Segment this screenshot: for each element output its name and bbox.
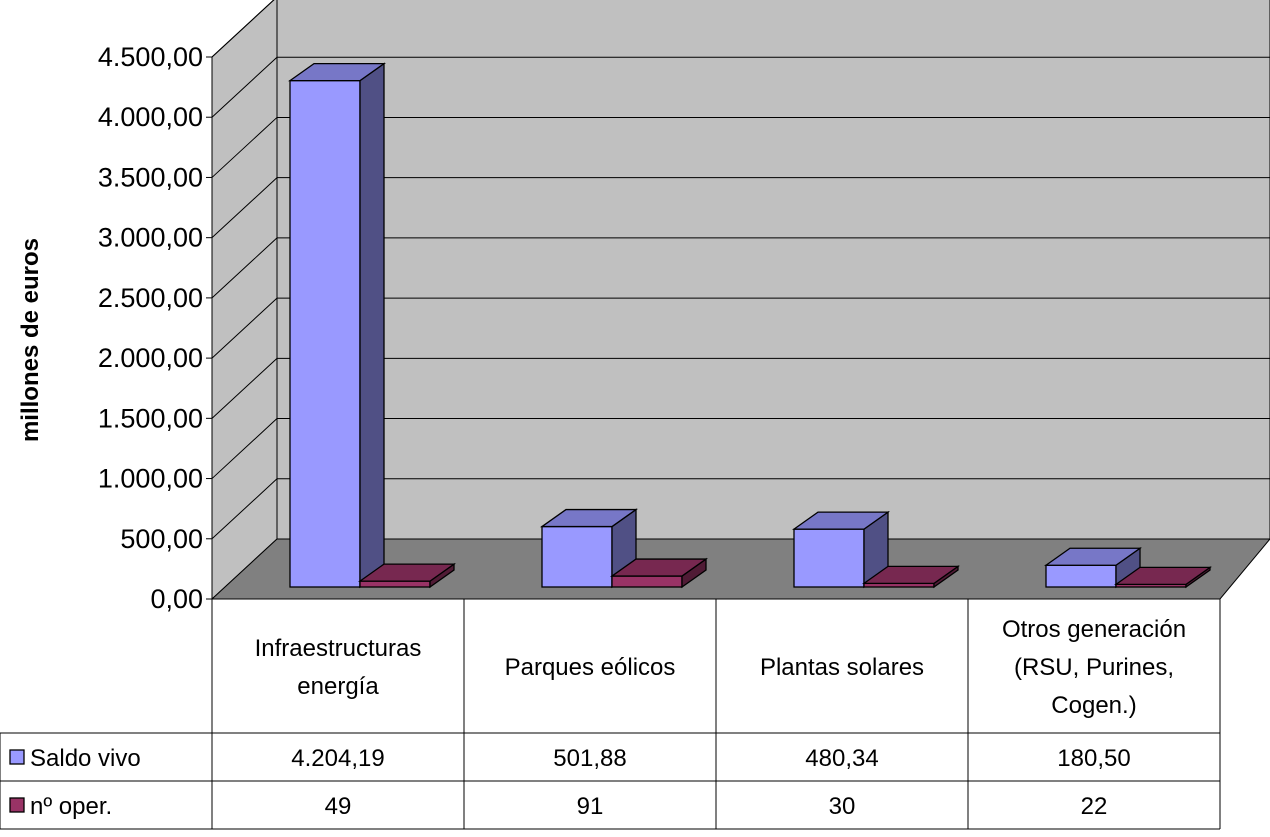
bar-n-oper bbox=[357, 562, 457, 589]
legend-swatch bbox=[9, 749, 25, 765]
bar-n-oper bbox=[609, 557, 709, 589]
bar-n-oper bbox=[1113, 566, 1213, 589]
gridline bbox=[211, 116, 1270, 178]
y-tick-label: 2.500,00 bbox=[98, 283, 203, 313]
y-tick-label: 4.500,00 bbox=[98, 42, 203, 72]
bar-front bbox=[289, 79, 361, 588]
data-table: Infraestructuras energía Parques eólicos Pl… bbox=[0, 599, 1221, 830]
y-tick-label: 4.000,00 bbox=[98, 102, 203, 132]
gridline bbox=[211, 56, 1270, 118]
bar-saldo-vivo bbox=[791, 510, 891, 589]
bar-top bbox=[861, 565, 961, 585]
data-label: 49 bbox=[325, 793, 352, 820]
bar-top bbox=[1113, 566, 1213, 586]
data-label: 91 bbox=[577, 793, 604, 820]
x-tick-label: Infraestructuras energía bbox=[255, 635, 422, 700]
y-tick-label: 500,00 bbox=[120, 524, 203, 554]
bar-top bbox=[539, 508, 639, 528]
data-label: 4.204,19 bbox=[291, 745, 384, 772]
x-tick-label: Otros generación (RSU, Purines, Cogen.) bbox=[1002, 616, 1186, 719]
bar-n-oper bbox=[861, 565, 961, 589]
legend-swatch bbox=[9, 797, 25, 813]
bar-top bbox=[287, 62, 387, 82]
bar-saldo-vivo bbox=[1043, 547, 1143, 589]
data-label: 30 bbox=[829, 793, 856, 820]
data-label: 501,88 bbox=[553, 745, 626, 772]
bar-front bbox=[1045, 564, 1117, 588]
data-label: 22 bbox=[1081, 793, 1108, 820]
bar-saldo-vivo bbox=[287, 62, 387, 589]
y-tick-label: 1.000,00 bbox=[98, 464, 203, 494]
bar-top bbox=[357, 563, 457, 582]
bar-front bbox=[793, 528, 865, 588]
bar-top bbox=[791, 511, 891, 530]
bar-saldo-vivo bbox=[539, 508, 639, 589]
y-axis-title: millones de euros bbox=[17, 238, 44, 442]
bar-front bbox=[541, 525, 613, 588]
data-label: 180,50 bbox=[1057, 745, 1130, 772]
gridline bbox=[211, 478, 1270, 540]
y-tick-label: 2.000,00 bbox=[98, 343, 203, 373]
data-label: 480,34 bbox=[805, 745, 878, 772]
floor bbox=[210, 538, 1270, 600]
y-tick-label: 0,00 bbox=[150, 584, 203, 614]
x-tick-label: Parques eólicos bbox=[505, 654, 676, 681]
legend-label: Saldo vivo bbox=[30, 745, 141, 772]
gridline bbox=[211, 0, 275, 58]
bar-front bbox=[611, 575, 683, 588]
y-tick-label: 1.500,00 bbox=[98, 403, 203, 433]
y-axis: 0,00 500,00 1.000,00 1.500,00 2.000,00 2.500,… bbox=[98, 42, 213, 614]
gridline bbox=[211, 237, 1270, 299]
y-tick-label: 3.500,00 bbox=[98, 162, 203, 192]
back-wall bbox=[276, 0, 1270, 540]
gridline bbox=[211, 177, 1270, 239]
bar-top bbox=[609, 558, 709, 577]
gridline bbox=[211, 297, 1270, 359]
bar-side bbox=[359, 62, 385, 589]
y-tick-label: 3.000,00 bbox=[98, 223, 203, 253]
legend-label: nº oper. bbox=[30, 793, 112, 820]
x-tick-label: Plantas solares bbox=[760, 654, 924, 681]
gridline bbox=[211, 357, 1270, 419]
gridline bbox=[211, 418, 1270, 479]
plot-area bbox=[210, 0, 1270, 601]
bar-front bbox=[359, 580, 431, 588]
bar-top bbox=[1043, 547, 1143, 566]
bar-series bbox=[287, 62, 1213, 589]
